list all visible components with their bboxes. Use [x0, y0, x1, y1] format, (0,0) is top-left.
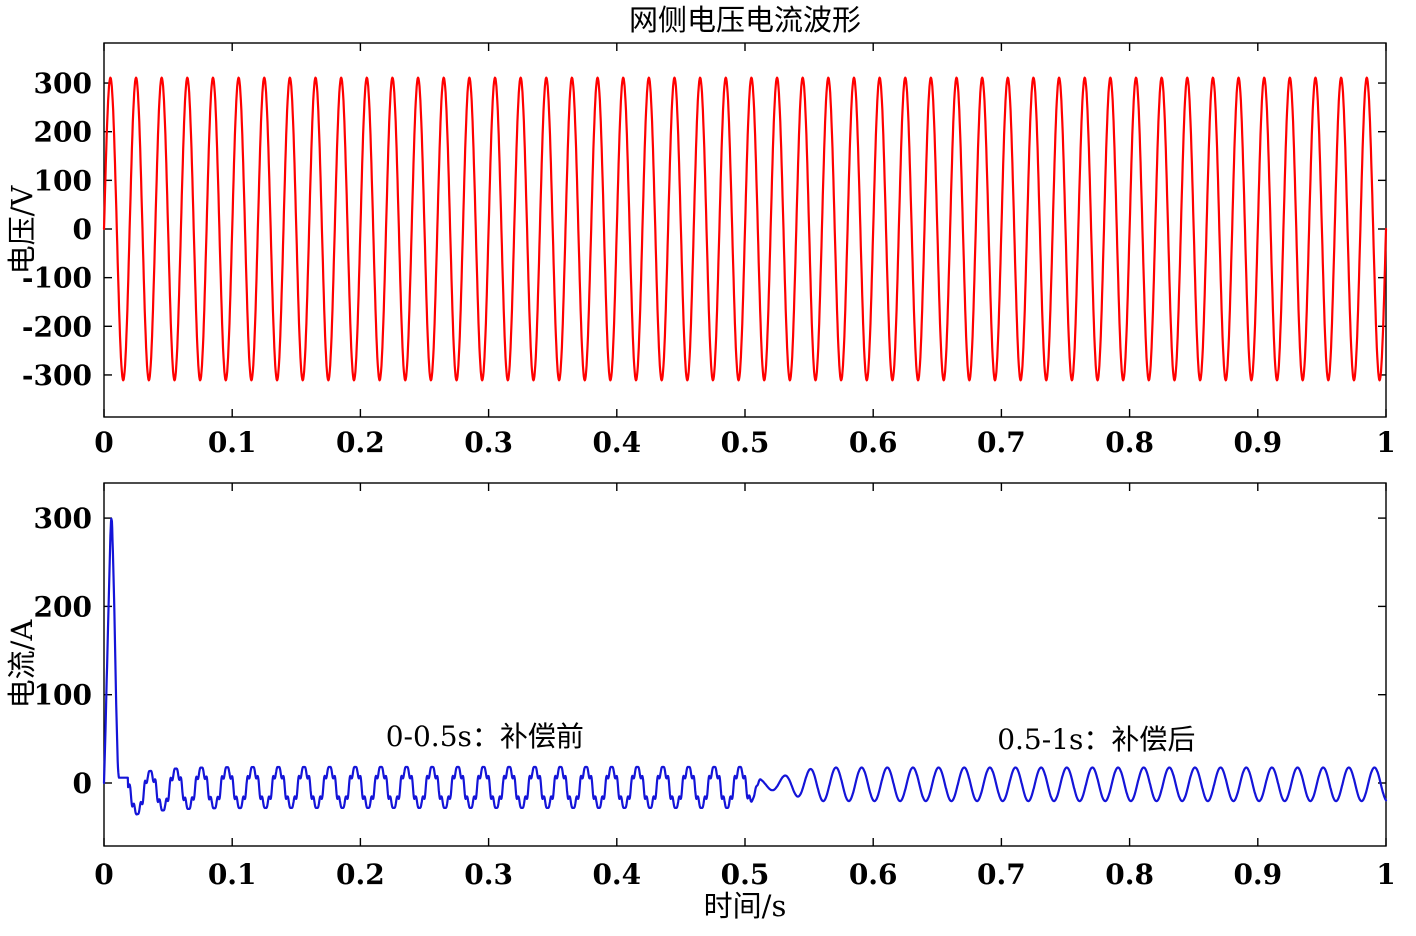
x-tick-label: 1 — [1376, 426, 1395, 459]
y-tick-label: -100 — [22, 262, 92, 295]
x-tick-label: 0.5 — [721, 426, 770, 459]
x-tick-label: 0.9 — [1233, 858, 1282, 891]
y-tick-label: 200 — [34, 116, 92, 149]
x-tick-label: 0.8 — [1105, 858, 1154, 891]
voltage-y-axis-label: 电压/V — [5, 185, 39, 275]
annotation-before-compensation: 0-0.5s：补偿前 — [386, 720, 584, 753]
voltage-xtick-labels: 0 0.1 0.2 0.3 0.4 0.5 0.6 0.7 0.8 0.9 1 — [94, 426, 1395, 459]
current-waveform — [102, 517, 1388, 816]
time-x-axis-label: 时间/s — [704, 889, 787, 923]
y-tick-label: 100 — [34, 679, 92, 712]
current-xtick-labels: 0 0.1 0.2 0.3 0.4 0.5 0.6 0.7 0.8 0.9 1 — [94, 858, 1395, 891]
current-y-axis-label: 电流/A — [5, 619, 39, 709]
x-tick-label: 0.1 — [208, 426, 257, 459]
voltage-ytick-labels: 300 200 100 0 -100 -200 -300 — [22, 67, 92, 392]
x-tick-label: 0 — [94, 858, 113, 891]
x-tick-label: 1 — [1376, 858, 1395, 891]
x-tick-label: 0.7 — [977, 426, 1026, 459]
y-tick-label: 300 — [34, 502, 92, 535]
x-tick-label: 0.8 — [1105, 426, 1154, 459]
y-tick-label: 0 — [73, 767, 92, 800]
x-tick-label: 0 — [94, 426, 113, 459]
y-tick-label: 200 — [34, 590, 92, 623]
current-ytick-labels: 300 200 100 0 — [34, 502, 92, 800]
plot-title: 网侧电压电流波形 — [629, 3, 861, 37]
x-tick-label: 0.4 — [592, 858, 641, 891]
x-tick-label: 0.1 — [208, 858, 257, 891]
annotation-after-compensation: 0.5-1s：补偿后 — [997, 723, 1195, 756]
x-tick-label: 0.2 — [336, 426, 385, 459]
voltage-subplot: 网侧电压电流波形 电压/V 300 200 100 0 -100 -200 -300 0 0.… — [5, 3, 1396, 459]
current-subplot: 电流/A 时间/s 300 200 100 0 0 0.1 0.2 0.3 0.4 0.5 0.6… — [5, 482, 1396, 923]
x-tick-label: 0.3 — [464, 858, 513, 891]
y-tick-label: 100 — [34, 164, 92, 197]
y-tick-label: -200 — [22, 310, 92, 343]
y-tick-label: 300 — [34, 67, 92, 100]
y-tick-label: -300 — [22, 359, 92, 392]
x-tick-label: 0.4 — [592, 426, 641, 459]
x-tick-label: 0.9 — [1233, 426, 1282, 459]
y-tick-label: 0 — [73, 213, 92, 246]
x-tick-label: 0.3 — [464, 426, 513, 459]
x-tick-label: 0.5 — [721, 858, 770, 891]
x-tick-label: 0.6 — [849, 858, 898, 891]
voltage-axis-ticks — [103, 43, 1387, 417]
x-tick-label: 0.2 — [336, 858, 385, 891]
voltage-waveform — [102, 76, 1388, 382]
x-tick-label: 0.7 — [977, 858, 1026, 891]
x-tick-label: 0.6 — [849, 426, 898, 459]
